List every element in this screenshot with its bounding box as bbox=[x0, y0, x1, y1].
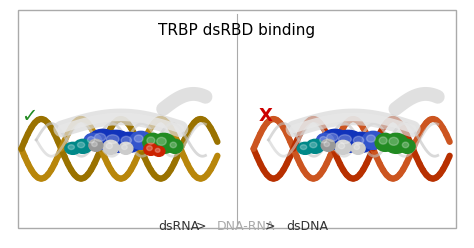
Ellipse shape bbox=[321, 139, 335, 151]
Ellipse shape bbox=[327, 133, 338, 141]
Ellipse shape bbox=[301, 145, 307, 150]
Ellipse shape bbox=[297, 142, 313, 154]
Text: DNA-RNA: DNA-RNA bbox=[217, 219, 275, 233]
Ellipse shape bbox=[379, 137, 387, 144]
Ellipse shape bbox=[143, 133, 163, 151]
Ellipse shape bbox=[321, 129, 349, 149]
Ellipse shape bbox=[153, 146, 165, 156]
Ellipse shape bbox=[106, 143, 112, 149]
Ellipse shape bbox=[338, 143, 345, 149]
Ellipse shape bbox=[122, 145, 128, 150]
Ellipse shape bbox=[84, 133, 102, 149]
Bar bbox=[18, 10, 456, 228]
Ellipse shape bbox=[310, 142, 317, 148]
Ellipse shape bbox=[399, 139, 415, 153]
Ellipse shape bbox=[89, 139, 103, 151]
Ellipse shape bbox=[389, 137, 399, 145]
Ellipse shape bbox=[170, 142, 176, 148]
Ellipse shape bbox=[362, 131, 384, 149]
Ellipse shape bbox=[89, 129, 117, 149]
Ellipse shape bbox=[147, 137, 155, 144]
Ellipse shape bbox=[353, 136, 364, 144]
Ellipse shape bbox=[157, 137, 166, 145]
Text: >: > bbox=[188, 219, 214, 233]
Text: ✓: ✓ bbox=[21, 107, 37, 125]
Ellipse shape bbox=[68, 145, 74, 150]
Ellipse shape bbox=[335, 140, 351, 154]
Ellipse shape bbox=[88, 137, 95, 143]
Ellipse shape bbox=[94, 133, 106, 141]
Text: dsDNA: dsDNA bbox=[286, 219, 328, 233]
Ellipse shape bbox=[366, 135, 375, 142]
Ellipse shape bbox=[402, 142, 409, 148]
Ellipse shape bbox=[116, 132, 142, 152]
Ellipse shape bbox=[121, 136, 131, 144]
Ellipse shape bbox=[306, 139, 324, 153]
Ellipse shape bbox=[119, 142, 133, 154]
Text: TRBP dsRBD binding: TRBP dsRBD binding bbox=[158, 23, 316, 37]
Ellipse shape bbox=[65, 142, 81, 154]
Ellipse shape bbox=[91, 142, 97, 147]
Ellipse shape bbox=[106, 135, 119, 144]
Ellipse shape bbox=[130, 131, 152, 149]
Ellipse shape bbox=[155, 148, 160, 152]
Ellipse shape bbox=[320, 137, 327, 143]
Ellipse shape bbox=[74, 139, 92, 153]
Text: X: X bbox=[259, 107, 273, 125]
Ellipse shape bbox=[384, 133, 408, 153]
Text: dsRNA: dsRNA bbox=[159, 219, 200, 233]
Ellipse shape bbox=[146, 146, 152, 151]
Ellipse shape bbox=[134, 135, 143, 142]
Ellipse shape bbox=[103, 140, 119, 154]
Ellipse shape bbox=[332, 130, 364, 152]
Ellipse shape bbox=[167, 139, 183, 153]
Ellipse shape bbox=[351, 142, 365, 154]
Ellipse shape bbox=[338, 135, 351, 144]
Ellipse shape bbox=[354, 145, 360, 150]
Ellipse shape bbox=[324, 142, 329, 147]
Ellipse shape bbox=[100, 130, 132, 152]
Ellipse shape bbox=[77, 142, 85, 148]
Ellipse shape bbox=[316, 133, 334, 149]
Text: >: > bbox=[257, 219, 284, 233]
Ellipse shape bbox=[152, 133, 176, 153]
Ellipse shape bbox=[348, 132, 374, 152]
Ellipse shape bbox=[144, 143, 158, 155]
Ellipse shape bbox=[375, 133, 395, 151]
